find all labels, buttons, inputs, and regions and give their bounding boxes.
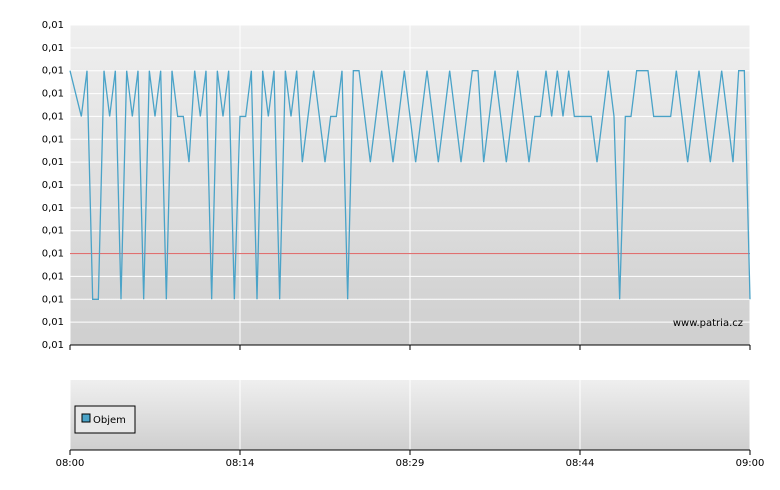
y-tick-label: 0,01 xyxy=(42,317,64,328)
y-tick-label: 0,01 xyxy=(42,340,64,351)
series-line xyxy=(69,70,751,300)
x-tick-label: 08:44 xyxy=(566,458,595,469)
x-tick-label: 08:14 xyxy=(226,458,255,469)
legend-label: Objem xyxy=(93,415,126,426)
y-tick-label: 0,01 xyxy=(42,203,64,214)
y-tick-label: 0,01 xyxy=(42,89,64,100)
y-tick-label: 0,01 xyxy=(42,180,64,191)
x-tick-label: 09:00 xyxy=(736,458,765,469)
y-tick-label: 0,01 xyxy=(42,111,64,122)
y-tick-label: 0,01 xyxy=(42,20,64,31)
y-tick-label: 0,01 xyxy=(42,226,64,237)
y-tick-label: 0,01 xyxy=(42,294,64,305)
y-tick-label: 0,01 xyxy=(42,134,64,145)
y-tick-label: 0,01 xyxy=(42,271,64,282)
watermark: www.patria.cz xyxy=(673,318,743,329)
legend-swatch xyxy=(81,413,91,423)
y-tick-label: 0,01 xyxy=(42,157,64,168)
y-tick-label: 0,01 xyxy=(42,66,64,77)
x-tick-label: 08:29 xyxy=(396,458,425,469)
x-tick-label: 08:00 xyxy=(56,458,85,469)
y-tick-label: 0,01 xyxy=(42,249,64,260)
y-tick-label: 0,01 xyxy=(42,43,64,54)
